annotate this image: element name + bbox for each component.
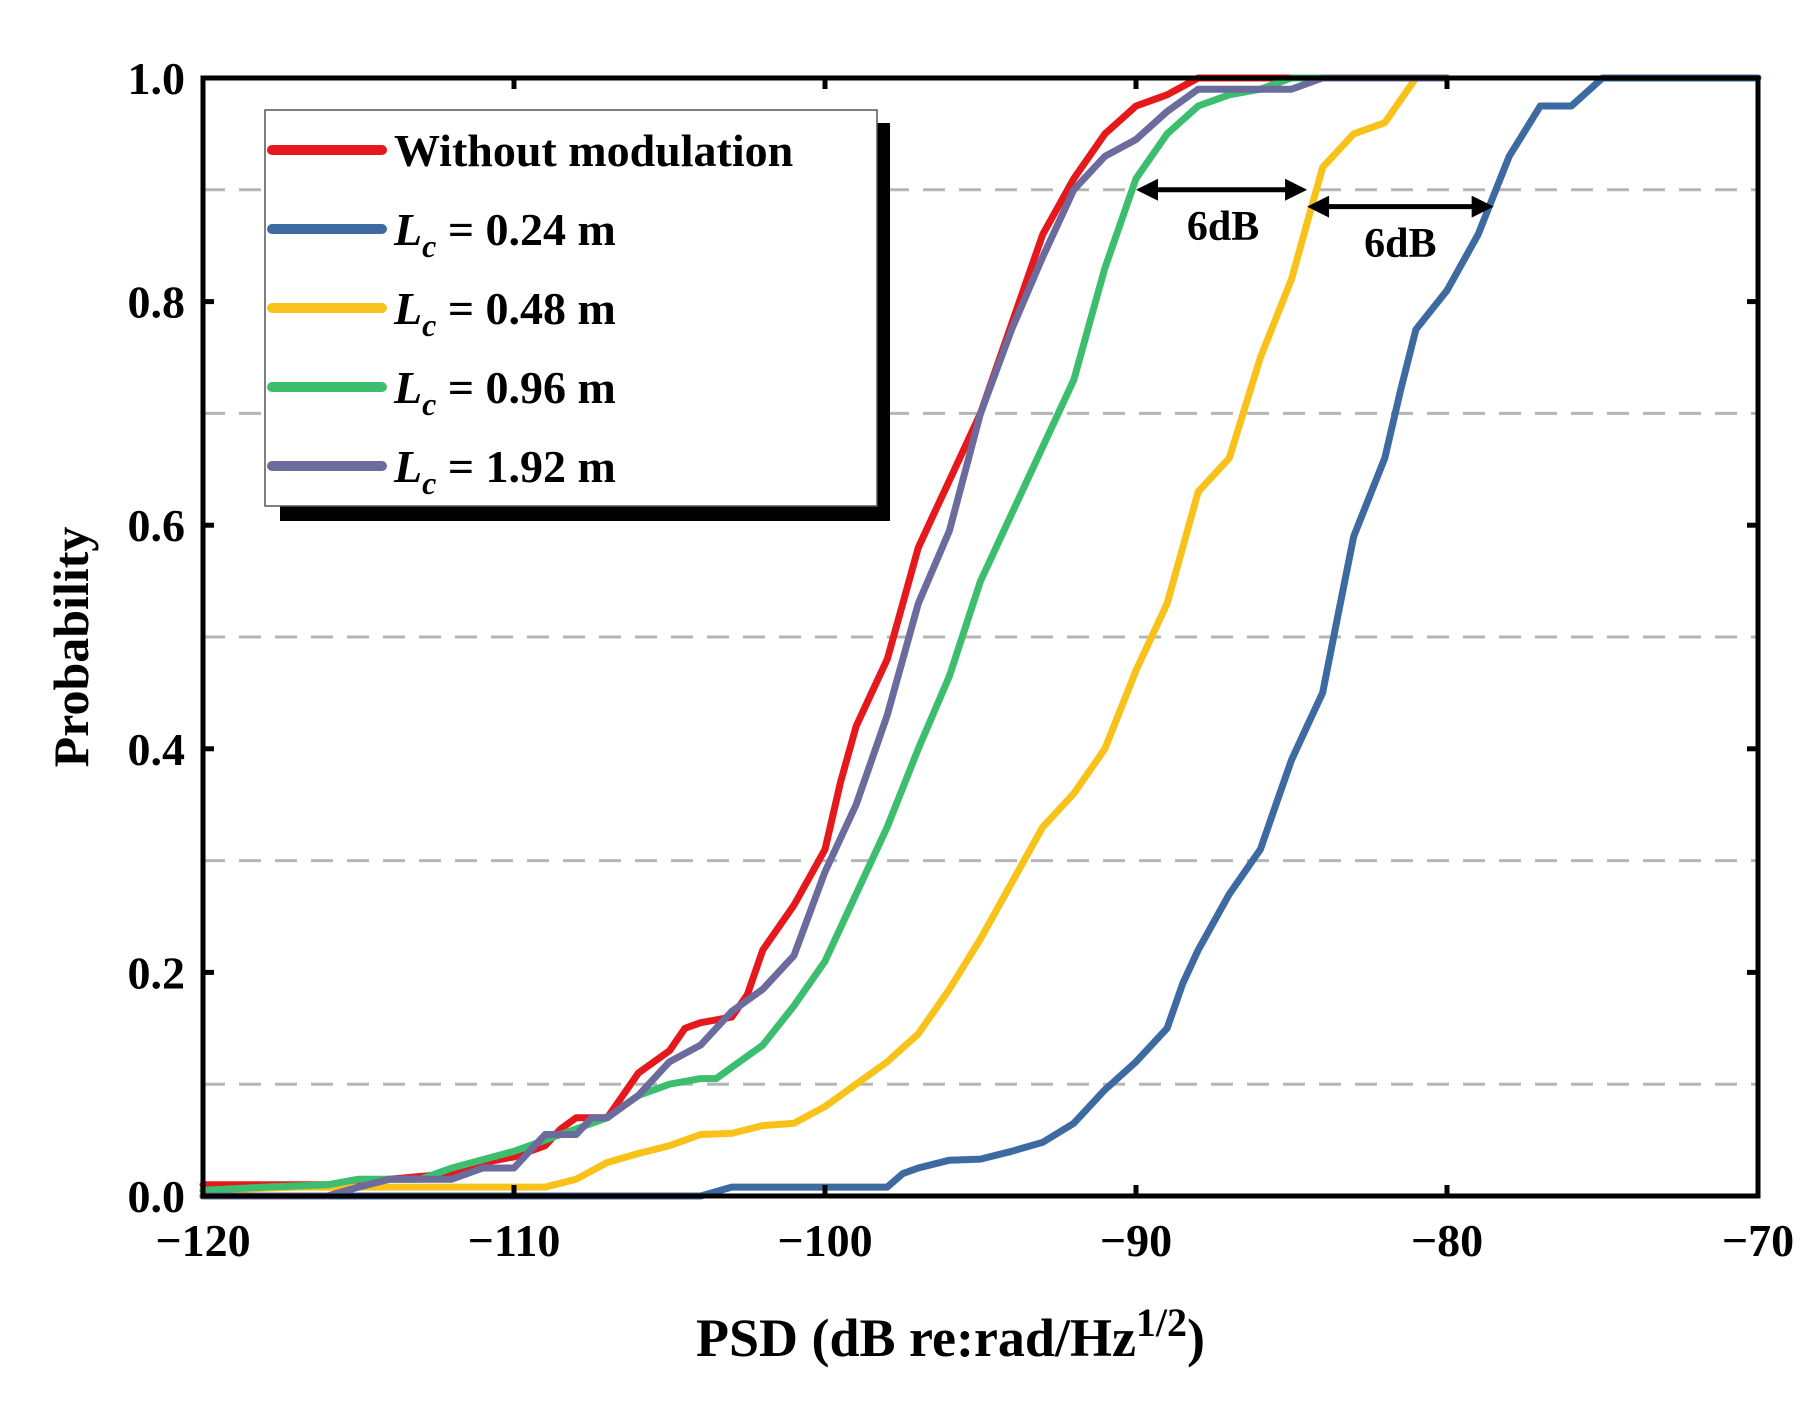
legend-label: Without modulation xyxy=(394,125,793,176)
legend-label-sub: c xyxy=(422,228,436,264)
annotation-label: 6dB xyxy=(1187,204,1259,250)
y-tick-label: 0.6 xyxy=(128,500,186,551)
annotation-label: 6dB xyxy=(1364,221,1436,267)
x-tick-label: −100 xyxy=(777,1215,872,1266)
series-line xyxy=(199,74,1451,1194)
y-tick-label: 0.4 xyxy=(128,724,186,775)
legend-label: Lc = 0.24 m xyxy=(393,204,616,264)
legend-label: Lc = 0.96 m xyxy=(393,362,616,422)
annotation-arrowhead xyxy=(1285,178,1308,201)
legend-label-rest: = 1.92 m xyxy=(436,441,616,492)
legend-label-main: L xyxy=(393,204,422,255)
plot-frame xyxy=(200,75,1761,1199)
y-tick-label: 0.2 xyxy=(128,947,186,998)
annotation-arrowhead xyxy=(1307,195,1330,218)
x-axis-label-close: ) xyxy=(1187,1308,1205,1368)
x-axis-label-main: PSD (dB re:rad/Hz xyxy=(696,1308,1136,1368)
x-tick-label: −120 xyxy=(155,1215,250,1266)
annotation-arrowhead xyxy=(1471,195,1494,218)
series-line xyxy=(199,74,1451,1200)
legend-label: Lc = 0.48 m xyxy=(393,283,616,343)
annotations: 6dB 6dB xyxy=(1136,178,1494,267)
y-tick-label: 1.0 xyxy=(128,53,186,104)
annotation-arrowhead xyxy=(1136,178,1158,201)
x-axis-label: PSD (dB re:rad/Hz1/2) xyxy=(696,1300,1205,1368)
x-tick-label: −90 xyxy=(1100,1215,1172,1266)
legend-label-rest: = 0.96 m xyxy=(436,362,616,413)
x-tick-label: −80 xyxy=(1411,1215,1483,1266)
x-tick-label: −110 xyxy=(468,1215,561,1266)
legend-label-main: L xyxy=(393,283,422,334)
legend-label-rest: = 0.48 m xyxy=(436,283,616,334)
legend-label: Lc = 1.92 m xyxy=(393,441,616,501)
y-axis-label: Probability xyxy=(43,527,99,768)
series-lines xyxy=(199,74,1762,1200)
series-line xyxy=(199,74,1762,1200)
x-axis-label-sup: 1/2 xyxy=(1136,1300,1187,1345)
y-tick-label: 0.8 xyxy=(128,277,186,328)
y-tick-label: 0.0 xyxy=(128,1171,186,1222)
legend-label-sub: c xyxy=(422,465,436,501)
axis-ticks: −120 −110 −100 −90 −80 −70 0.0 0.2 0.4 0.6 0.8 1.0 xyxy=(128,53,1795,1266)
legend-label-sub: c xyxy=(422,386,436,422)
x-tick-label: −70 xyxy=(1722,1215,1794,1266)
legend-label-rest: = 0.24 m xyxy=(436,204,616,255)
legend-label-main: Without modulation xyxy=(394,125,793,176)
series-line xyxy=(199,74,1451,1194)
legend-label-main: L xyxy=(393,362,422,413)
legend-label-main: L xyxy=(393,441,422,492)
legend-label-sub: c xyxy=(422,307,436,343)
